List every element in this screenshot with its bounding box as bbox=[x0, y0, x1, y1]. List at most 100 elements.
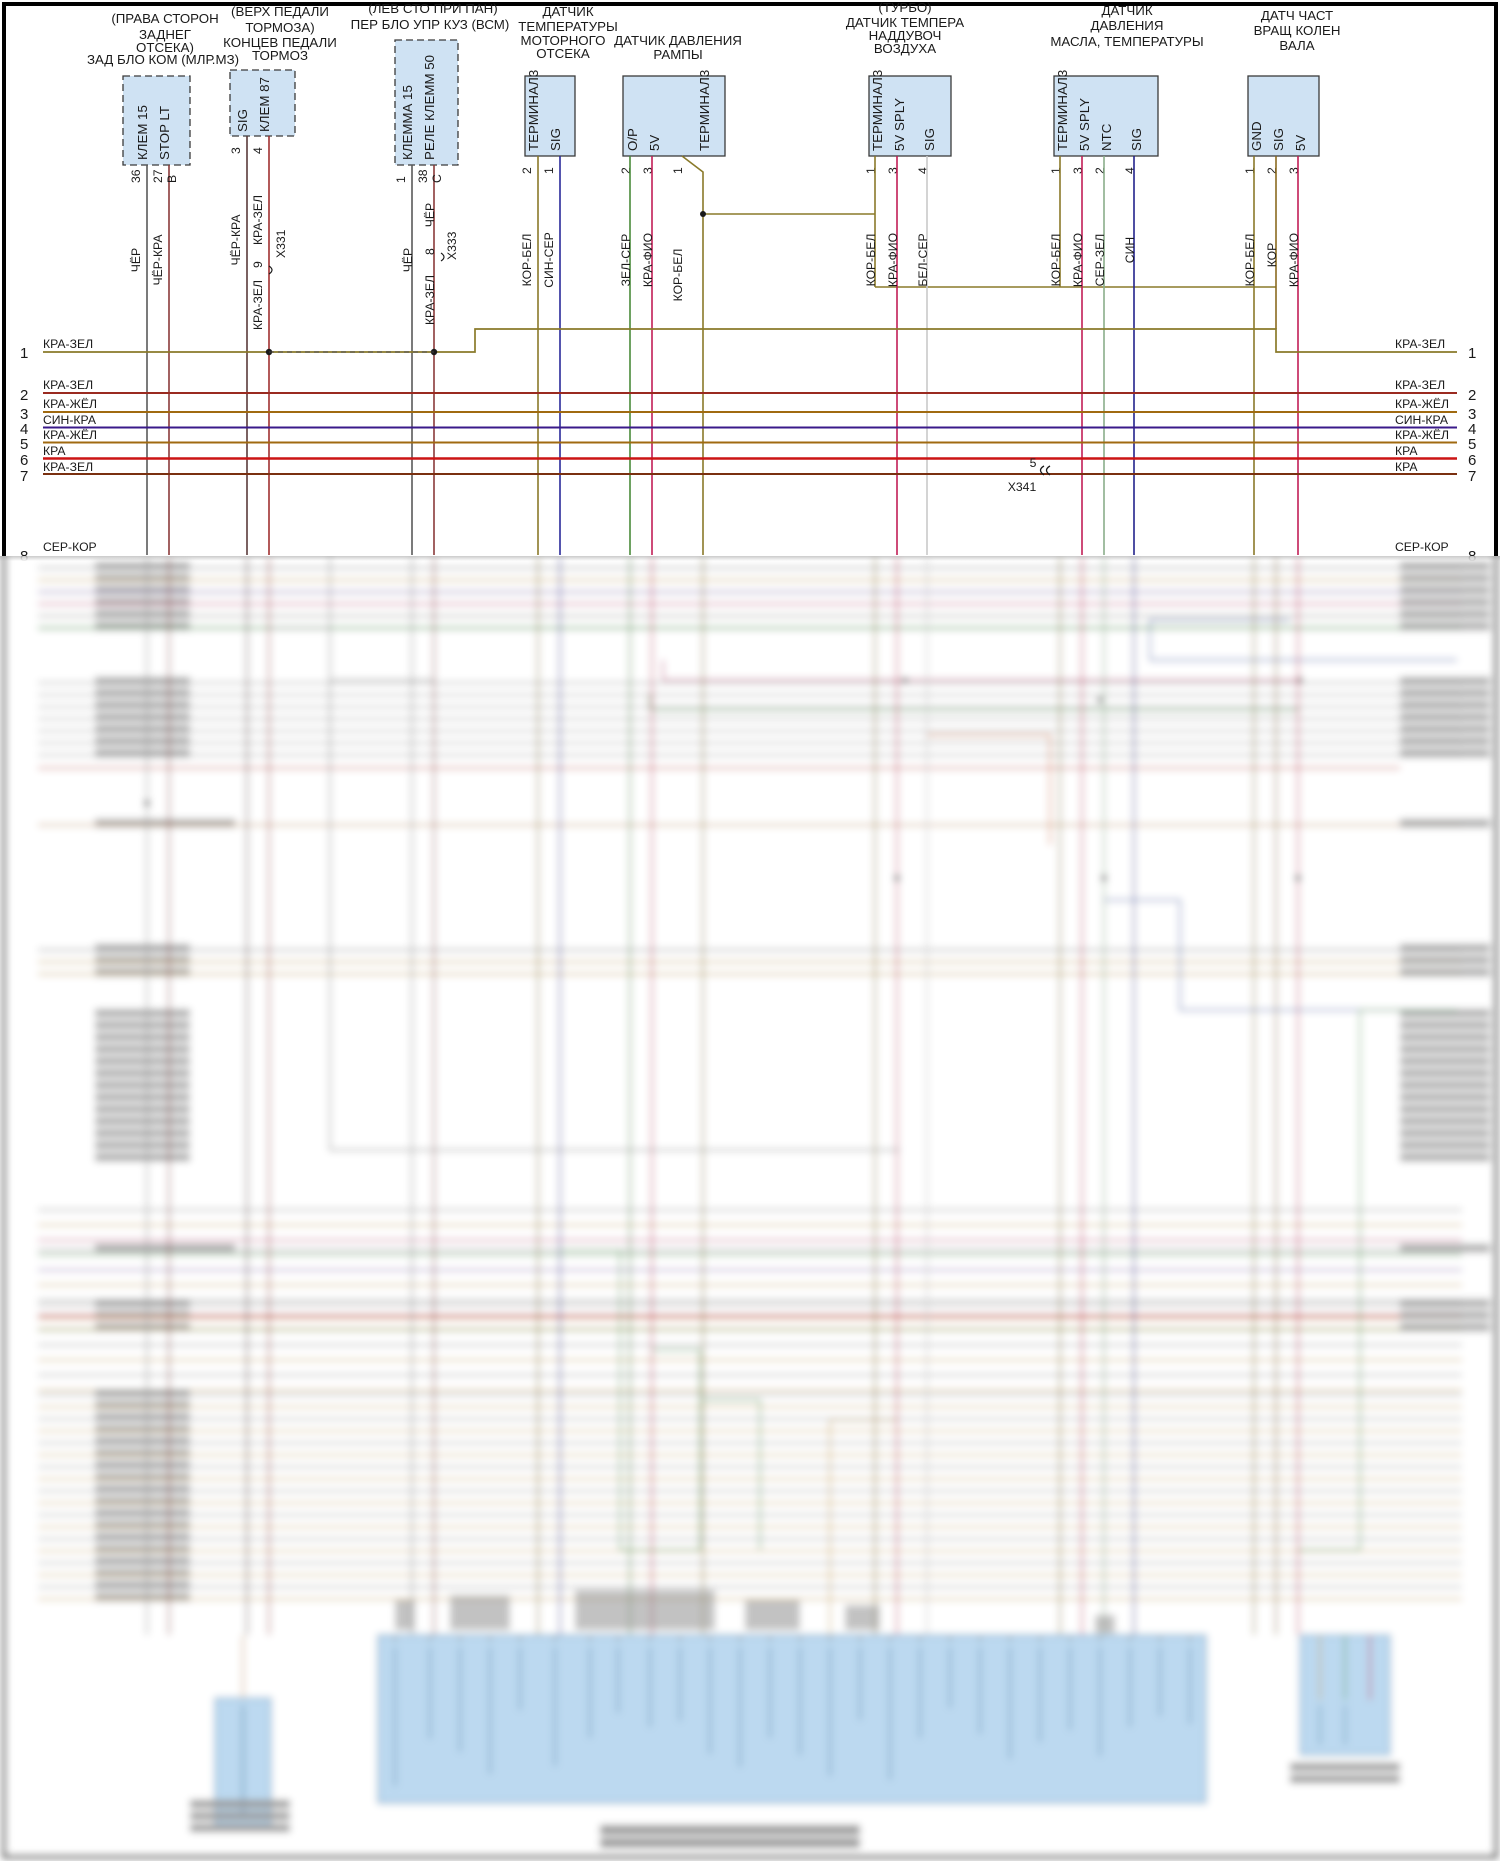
svg-text:ДАТЧИК: ДАТЧИК bbox=[1101, 3, 1152, 18]
svg-text:ЧЁР: ЧЁР bbox=[423, 203, 437, 227]
svg-text:5V SPLY: 5V SPLY bbox=[1077, 98, 1092, 151]
svg-text:ТЕРМИНАЛ3: ТЕРМИНАЛ3 bbox=[1055, 70, 1070, 151]
svg-text:КОР-БЕЛ: КОР-БЕЛ bbox=[1243, 234, 1257, 287]
svg-text:СИН-КРА: СИН-КРА bbox=[43, 413, 97, 427]
svg-text:1: 1 bbox=[20, 345, 28, 362]
svg-text:КРА-ЗЕЛ: КРА-ЗЕЛ bbox=[43, 460, 93, 474]
svg-text:X331: X331 bbox=[274, 229, 288, 258]
svg-text:4: 4 bbox=[1123, 167, 1137, 174]
svg-text:ЧЁР: ЧЁР bbox=[129, 248, 143, 272]
svg-text:ДАТЧИК: ДАТЧИК bbox=[542, 4, 593, 19]
svg-text:O/P: O/P bbox=[625, 128, 640, 151]
svg-text:X333: X333 bbox=[445, 231, 459, 260]
svg-text:5V SPLY: 5V SPLY bbox=[892, 98, 907, 151]
svg-text:(ТУРБО): (ТУРБО) bbox=[878, 0, 931, 15]
svg-text:ВОЗДУХА: ВОЗДУХА bbox=[874, 41, 936, 56]
svg-text:КЛЕММА 15: КЛЕММА 15 bbox=[400, 85, 415, 160]
svg-text:5: 5 bbox=[20, 436, 28, 453]
svg-text:ТЕРМИНАЛ3: ТЕРМИНАЛ3 bbox=[526, 70, 541, 151]
svg-text:5: 5 bbox=[1030, 456, 1037, 470]
svg-text:ПЕР БЛО УПР КУЗ (ВСМ): ПЕР БЛО УПР КУЗ (ВСМ) bbox=[351, 17, 510, 32]
svg-text:3: 3 bbox=[886, 167, 900, 174]
svg-text:1: 1 bbox=[1049, 167, 1063, 174]
svg-text:КРА-ЖЁЛ: КРА-ЖЁЛ bbox=[43, 428, 97, 442]
svg-text:5: 5 bbox=[1468, 436, 1476, 453]
svg-text:РЕЛЕ КЛЕММ 50: РЕЛЕ КЛЕММ 50 bbox=[422, 55, 437, 160]
svg-text:SIG: SIG bbox=[1271, 128, 1286, 151]
svg-text:38: 38 bbox=[416, 169, 430, 183]
svg-text:6: 6 bbox=[20, 452, 28, 469]
svg-text:(ЛЕВ СТО ПРИ ПАН): (ЛЕВ СТО ПРИ ПАН) bbox=[368, 1, 497, 16]
svg-text:C: C bbox=[430, 174, 444, 183]
svg-text:СЕР-КОР: СЕР-КОР bbox=[43, 540, 97, 554]
svg-text:РАМПЫ: РАМПЫ bbox=[653, 47, 702, 62]
svg-text:КРА-ФИО: КРА-ФИО bbox=[641, 233, 655, 287]
svg-text:2: 2 bbox=[1468, 387, 1476, 404]
svg-text:ЗАД БЛО КОМ (МЛР.МЗ): ЗАД БЛО КОМ (МЛР.МЗ) bbox=[87, 52, 239, 67]
svg-text:(ВЕРХ ПЕДАЛИ: (ВЕРХ ПЕДАЛИ bbox=[231, 4, 329, 19]
svg-text:B: B bbox=[165, 175, 179, 183]
svg-text:ОТСЕКА: ОТСЕКА bbox=[536, 46, 590, 61]
svg-text:6: 6 bbox=[1468, 452, 1476, 469]
svg-text:КРА: КРА bbox=[43, 444, 66, 458]
svg-text:КРА-ФИО: КРА-ФИО bbox=[1287, 233, 1301, 287]
svg-text:STOP LT: STOP LT bbox=[157, 106, 172, 160]
svg-text:СИН-СЕР: СИН-СЕР bbox=[542, 232, 556, 287]
svg-text:SIG: SIG bbox=[235, 109, 250, 132]
svg-text:7: 7 bbox=[20, 468, 28, 485]
svg-text:ТЕРМИНАЛ3: ТЕРМИНАЛ3 bbox=[870, 70, 885, 151]
svg-text:ДАТЧИК ДАВЛЕНИЯ: ДАТЧИК ДАВЛЕНИЯ bbox=[614, 33, 742, 48]
svg-text:2: 2 bbox=[619, 167, 633, 174]
svg-text:КРА-ЖЁЛ: КРА-ЖЁЛ bbox=[1395, 428, 1449, 442]
svg-text:NTC: NTC bbox=[1099, 123, 1114, 151]
svg-text:КОР-БЕЛ: КОР-БЕЛ bbox=[520, 234, 534, 287]
svg-text:5V: 5V bbox=[1293, 135, 1308, 151]
svg-text:4: 4 bbox=[251, 147, 265, 154]
svg-text:ЧЁР-КРА: ЧЁР-КРА bbox=[229, 214, 243, 266]
svg-text:1: 1 bbox=[864, 167, 878, 174]
svg-text:SIG: SIG bbox=[922, 128, 937, 151]
svg-text:КРА-ЗЕЛ: КРА-ЗЕЛ bbox=[1395, 378, 1445, 392]
svg-text:КРА-ЗЕЛ: КРА-ЗЕЛ bbox=[251, 195, 265, 245]
svg-text:8: 8 bbox=[423, 248, 437, 255]
svg-text:5V: 5V bbox=[647, 135, 662, 151]
svg-text:СИН-КРА: СИН-КРА bbox=[1395, 413, 1449, 427]
svg-text:КОР-БЕЛ: КОР-БЕЛ bbox=[864, 234, 878, 287]
svg-text:КРА-ЗЕЛ: КРА-ЗЕЛ bbox=[251, 280, 265, 330]
svg-text:2: 2 bbox=[520, 167, 534, 174]
svg-text:ДАТЧ ЧАСТ: ДАТЧ ЧАСТ bbox=[1261, 8, 1333, 23]
svg-text:2: 2 bbox=[20, 387, 28, 404]
svg-text:ТОРМОЗ: ТОРМОЗ bbox=[252, 48, 308, 63]
svg-text:КРА-ЗЕЛ: КРА-ЗЕЛ bbox=[43, 378, 93, 392]
svg-text:КРА: КРА bbox=[1395, 444, 1418, 458]
svg-text:SIG: SIG bbox=[548, 128, 563, 151]
svg-text:(ПРАВА СТОРОН: (ПРАВА СТОРОН bbox=[111, 11, 218, 26]
svg-text:БЕЛ-СЕР: БЕЛ-СЕР bbox=[916, 233, 930, 286]
svg-text:ВРАЩ КОЛЕН: ВРАЩ КОЛЕН bbox=[1254, 23, 1341, 38]
svg-text:4: 4 bbox=[916, 167, 930, 174]
svg-text:3: 3 bbox=[1071, 167, 1085, 174]
svg-text:КРА-ФИО: КРА-ФИО bbox=[886, 233, 900, 287]
svg-text:ЧЁР-КРА: ЧЁР-КРА bbox=[151, 234, 165, 286]
svg-text:SIG: SIG bbox=[1129, 128, 1144, 151]
svg-text:КЛЕМ 87: КЛЕМ 87 bbox=[257, 77, 272, 132]
svg-text:ЗЕЛ-СЕР: ЗЕЛ-СЕР bbox=[619, 234, 633, 287]
svg-text:КОР: КОР bbox=[1265, 243, 1279, 268]
svg-text:КРА: КРА bbox=[1395, 460, 1418, 474]
svg-text:ЧЁР: ЧЁР bbox=[401, 248, 415, 272]
svg-text:2: 2 bbox=[1093, 167, 1107, 174]
svg-text:ВАЛА: ВАЛА bbox=[1279, 38, 1314, 53]
svg-text:GND: GND bbox=[1249, 121, 1264, 151]
svg-text:КРА-ЗЕЛ: КРА-ЗЕЛ bbox=[43, 337, 93, 351]
svg-text:1: 1 bbox=[1243, 167, 1257, 174]
svg-text:КРА-ЖЁЛ: КРА-ЖЁЛ bbox=[1395, 397, 1449, 411]
svg-text:СЕР-КОР: СЕР-КОР bbox=[1395, 540, 1449, 554]
svg-text:КРА-ЗЕЛ: КРА-ЗЕЛ bbox=[423, 275, 437, 325]
svg-text:ТОРМОЗА): ТОРМОЗА) bbox=[245, 20, 314, 35]
svg-text:ДАВЛЕНИЯ: ДАВЛЕНИЯ bbox=[1091, 18, 1164, 33]
svg-text:3: 3 bbox=[1287, 167, 1301, 174]
svg-text:МАСЛА, ТЕМПЕРАТУРЫ: МАСЛА, ТЕМПЕРАТУРЫ bbox=[1050, 34, 1203, 49]
svg-text:1: 1 bbox=[394, 176, 408, 183]
svg-text:1: 1 bbox=[542, 167, 556, 174]
svg-text:СЕР-ЗЕЛ: СЕР-ЗЕЛ bbox=[1093, 234, 1107, 287]
